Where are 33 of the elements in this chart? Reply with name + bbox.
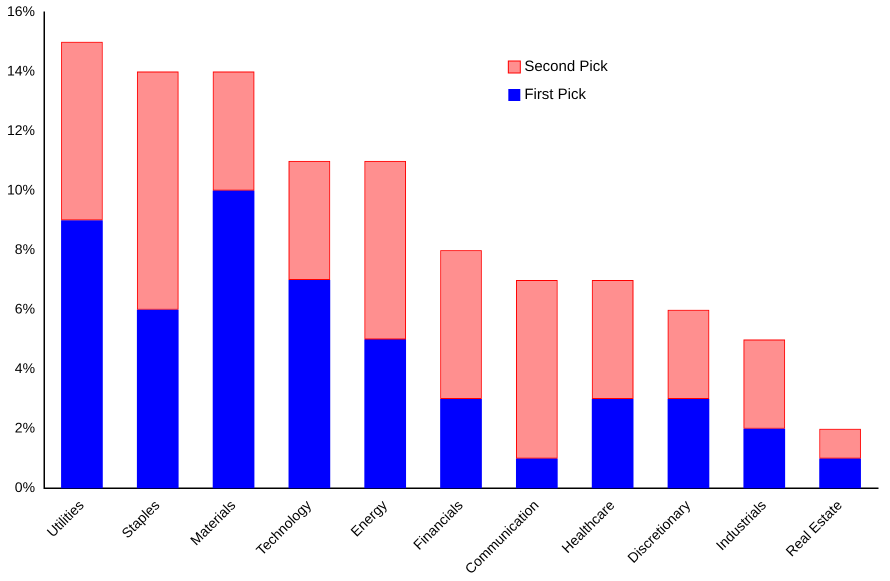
y-tick-label: 0% [14,479,36,496]
y-tick-label: 10% [6,181,36,198]
bar [212,72,254,191]
bar [516,458,558,488]
y-tick-label: 6% [14,300,36,317]
bar [61,42,103,220]
bar [440,250,482,400]
bar [668,399,710,488]
y-tick-label: 12% [6,122,36,138]
bar [743,428,786,488]
bar [288,160,330,280]
bar [592,399,634,488]
y-tick-label: 14% [6,62,36,78]
bar [364,160,406,340]
y-tick-label: 4% [14,360,36,376]
bar [592,280,634,400]
bar [288,280,330,488]
bar [819,458,861,488]
bar [364,339,406,488]
bar [668,310,710,400]
bar [440,399,482,488]
legend-label: Second Pick [524,58,608,76]
y-tick-label: 16% [6,2,36,19]
bar [516,280,558,459]
bar [61,220,103,488]
bar [819,428,861,459]
bar [136,310,179,488]
y-tick-label: 2% [14,420,36,436]
legend-label: First Pick [524,86,586,104]
y-tick-label: 8% [14,241,36,258]
bar [743,339,786,429]
bar [136,72,179,310]
bar [212,190,254,488]
